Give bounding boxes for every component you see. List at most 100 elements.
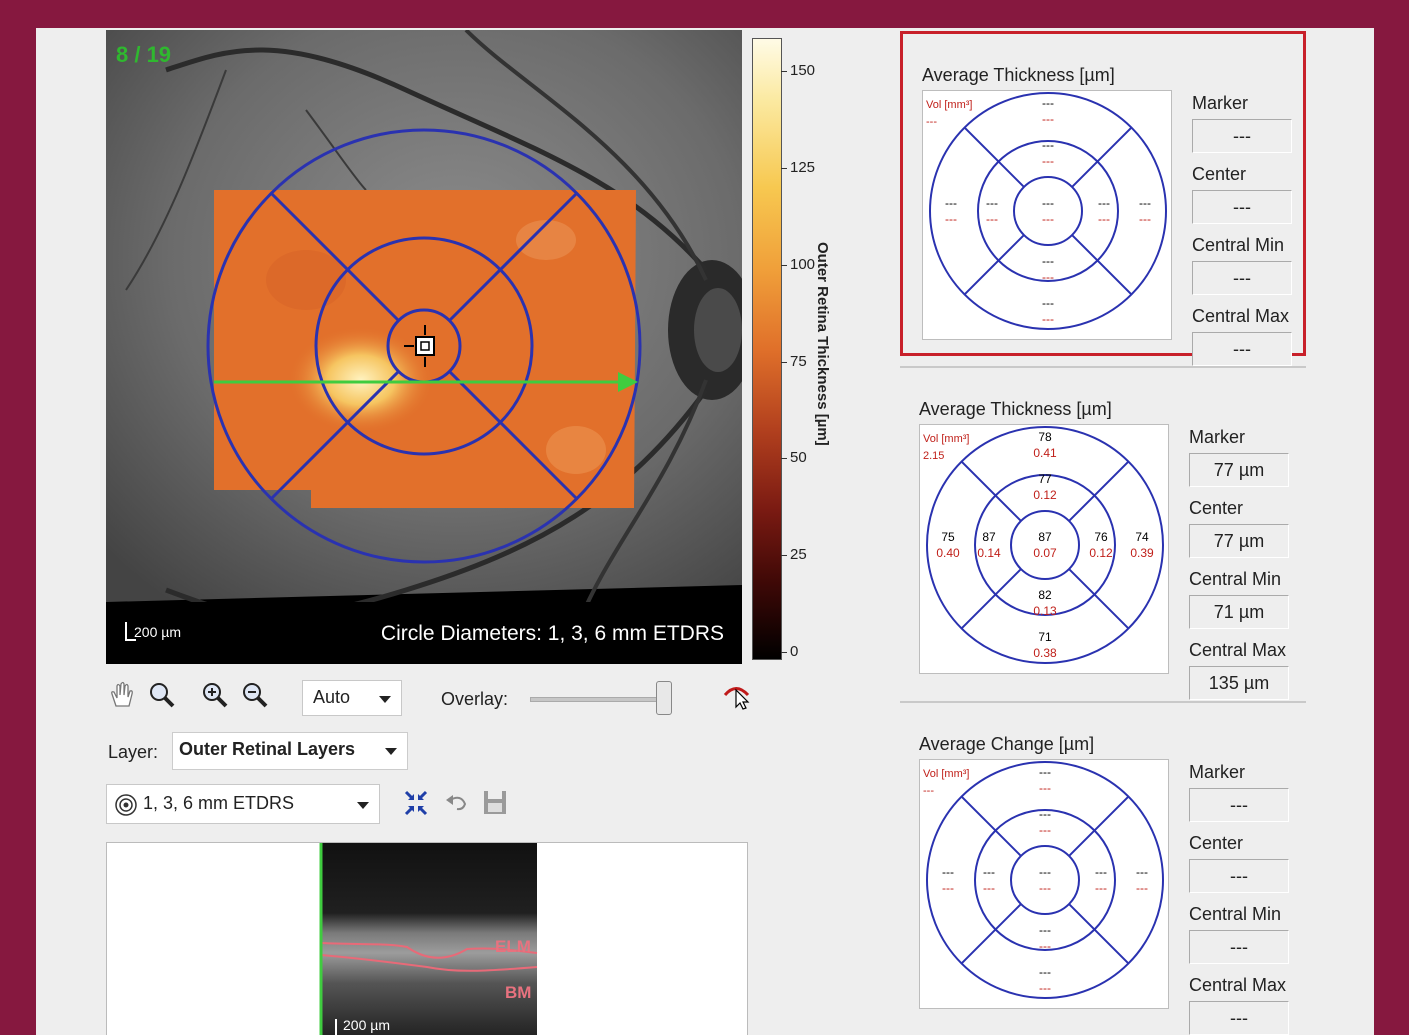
sector-thickness-outer-left: --- (942, 865, 954, 879)
color-scale-title: Outer Retina Thickness [µm] (814, 242, 831, 446)
sector-volume-center: --- (1039, 881, 1051, 895)
etdrs-grid-overlay (206, 128, 642, 564)
stat-value-central-max: 135 µm (1189, 666, 1289, 700)
sector-panel-2[interactable]: Average Thickness [µm] 87 0.07 77 0.12 82 0.13… (900, 366, 1306, 700)
circle-diameters-caption: Circle Diameters: 1, 3, 6 mm ETDRS (380, 622, 724, 645)
sector-volume-inner-top: 0.12 (1033, 488, 1057, 502)
sector-panel-1[interactable]: Average Thickness [µm] --- --- --- --- --- ---… (900, 31, 1306, 366)
sector-thickness-inner-bottom: 82 (1038, 588, 1052, 602)
sector-thickness-inner-right: --- (1095, 865, 1107, 879)
bscan-scale-label: 200 µm (343, 1017, 390, 1033)
slice-indicator: 8 / 19 (116, 42, 172, 67)
zoom-mode-value: Auto (313, 687, 351, 707)
panel-title: Average Thickness [µm] (919, 399, 1112, 419)
bscan-image (321, 843, 537, 1035)
sector-volume-inner-right: --- (1095, 881, 1107, 895)
bm-label: BM (505, 983, 532, 1002)
zoom-mode-dropdown[interactable]: Auto (302, 680, 402, 716)
layer-value: Outer Retinal Layers (179, 739, 356, 759)
zoom-in-icon[interactable] (199, 680, 233, 710)
volume-label: Vol [mm³] --- (923, 766, 969, 800)
volume-unit: Vol [mm³] (923, 768, 970, 780)
stat-value-marker: --- (1192, 119, 1292, 153)
sector-thickness-inner-left: 87 (982, 530, 996, 544)
etdrs-sector-grid[interactable]: 87 0.07 77 0.12 82 0.13 87 0.14 76 0.12 78 0.41 71 0.… (919, 424, 1169, 674)
sector-thickness-inner-bottom: --- (1042, 254, 1054, 268)
color-scale-tick (781, 458, 787, 460)
zoom-icon[interactable] (146, 680, 180, 710)
scan-arrow (618, 372, 638, 392)
sector-volume-outer-bottom: --- (1039, 981, 1051, 995)
sector-volume-outer-left: --- (945, 212, 957, 226)
stat-value-central-min: --- (1189, 930, 1289, 964)
stat-value-center: 77 µm (1189, 524, 1289, 558)
concentric-grid-icon (115, 794, 137, 816)
sector-panel-3[interactable]: Average Change [µm] --- --- --- --- --- --- ---… (900, 701, 1306, 1035)
stat-value-marker: --- (1189, 788, 1289, 822)
sector-volume-inner-left: --- (986, 212, 998, 226)
thickness-color-scale (752, 38, 782, 660)
sector-volume-inner-right: --- (1098, 212, 1110, 226)
undo-icon[interactable] (441, 788, 475, 818)
volume-label: Vol [mm³] --- (926, 97, 972, 131)
sector-volume-inner-bottom: --- (1039, 939, 1051, 953)
cursor-tool-icon[interactable] (722, 680, 756, 710)
sector-thickness-inner-left: --- (986, 196, 998, 210)
sector-thickness-center: --- (1039, 865, 1051, 879)
stat-label-marker: Marker (1192, 93, 1249, 113)
volume-label: Vol [mm³] 2.15 (923, 431, 969, 465)
sector-thickness-outer-bottom: --- (1039, 965, 1051, 979)
sector-thickness-outer-top: --- (1042, 96, 1054, 110)
sector-thickness-center: --- (1042, 196, 1054, 210)
sector-volume-outer-left: --- (942, 881, 954, 895)
etdrs-sector-grid[interactable]: --- --- --- --- --- --- --- --- --- --- --- --- --- -… (919, 759, 1169, 1009)
sector-volume-outer-bottom: --- (1042, 312, 1054, 326)
sector-thickness-inner-top: --- (1039, 807, 1051, 821)
panel-title: Average Change [µm] (919, 734, 1095, 754)
sector-thickness-outer-left: 75 (941, 530, 955, 544)
hand-pan-icon[interactable] (106, 680, 140, 710)
stat-value-center: --- (1192, 190, 1292, 224)
layer-dropdown[interactable]: Outer Retinal Layers (172, 732, 408, 770)
overlay-slider-thumb[interactable] (656, 681, 672, 715)
zoom-out-icon[interactable] (239, 680, 273, 710)
chevron-down-icon (379, 696, 391, 703)
color-scale-tick-label: 100 (790, 255, 816, 273)
sector-thickness-inner-right: --- (1098, 196, 1110, 210)
save-icon[interactable] (479, 788, 513, 818)
overlay-slider-track[interactable] (530, 697, 672, 702)
fundus-image-view[interactable]: 8 / 19 200 µm Circle Diameters: 1, 3, 6 … (106, 30, 742, 664)
etdrs-sector-grid[interactable]: --- --- --- --- --- --- --- --- --- --- --- --- --- -… (922, 90, 1172, 340)
stat-label-center: Center (1189, 833, 1244, 853)
color-scale-tick-label: 75 (790, 352, 807, 370)
sector-volume-inner-left: --- (983, 881, 995, 895)
bscan-preview[interactable]: ELM BM 200 µm (106, 842, 748, 1035)
sector-thickness-outer-top: --- (1039, 765, 1051, 779)
scale-bar-icon (125, 622, 136, 641)
sector-thickness-outer-top: 78 (1038, 430, 1052, 444)
sector-volume-center: 0.07 (1033, 546, 1057, 560)
color-scale-tick-label: 125 (790, 158, 816, 176)
sector-thickness-inner-top: 77 (1038, 472, 1052, 486)
center-grid-icon[interactable] (400, 788, 434, 818)
stat-label-central-min: Central Min (1189, 904, 1282, 924)
layer-label: Layer: (108, 742, 159, 762)
retina-viewer-window: 8 / 19 200 µm Circle Diameters: 1, 3, 6 … (36, 28, 1374, 1035)
grid-type-value: 1, 3, 6 mm ETDRS (143, 793, 295, 813)
center-marker[interactable] (415, 336, 435, 356)
stat-label-marker: Marker (1189, 427, 1246, 447)
bscan-svg (319, 843, 538, 1035)
color-scale-tick-label: 25 (790, 546, 807, 564)
sector-thickness-outer-left: --- (945, 196, 957, 210)
volume-value: --- (926, 116, 937, 128)
sector-volume-outer-right: --- (1139, 212, 1151, 226)
stat-label-center: Center (1192, 164, 1247, 184)
sector-volume-inner-top: --- (1042, 154, 1054, 168)
sector-thickness-inner-bottom: --- (1039, 923, 1051, 937)
sector-thickness-outer-bottom: 71 (1038, 630, 1052, 644)
sector-thickness-outer-right: --- (1136, 865, 1148, 879)
grid-type-dropdown[interactable]: 1, 3, 6 mm ETDRS (106, 784, 380, 824)
sector-volume-outer-bottom: 0.38 (1033, 646, 1057, 660)
stat-label-central-min: Central Min (1189, 569, 1282, 589)
sector-thickness-center: 87 (1038, 530, 1052, 544)
